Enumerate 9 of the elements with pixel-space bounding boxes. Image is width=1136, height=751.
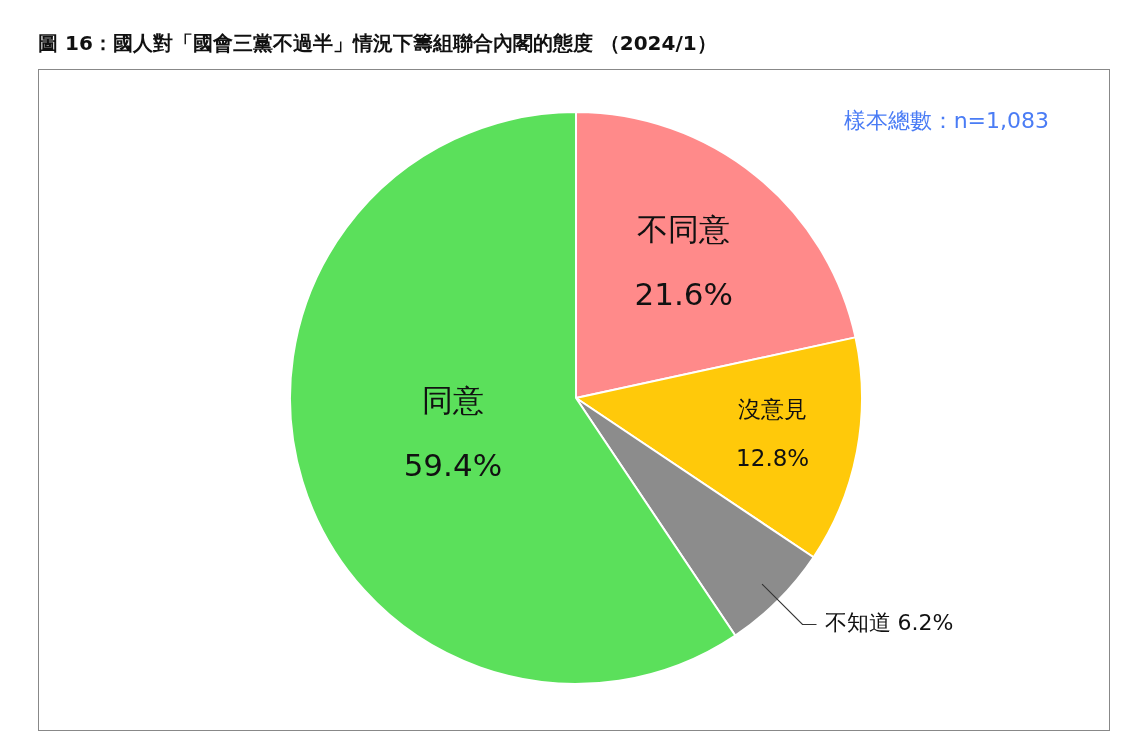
slice-label: 同意 — [421, 381, 484, 418]
data-label: 21.6% — [634, 276, 733, 313]
text: 樣本總數：n=1,083 — [843, 107, 1049, 135]
slice-label: 不同意 — [637, 210, 731, 247]
data-label: 12.8% — [736, 444, 810, 471]
slice-label: 沒意見 — [738, 396, 808, 423]
data-label: 59.4% — [403, 447, 503, 484]
chart-title: 圖 16：國人對「國會三黨不過半」情況下籌組聯合內閣的態度 （2024/1） — [38, 30, 718, 57]
slice-label: 不知道 6.2% — [824, 610, 954, 636]
